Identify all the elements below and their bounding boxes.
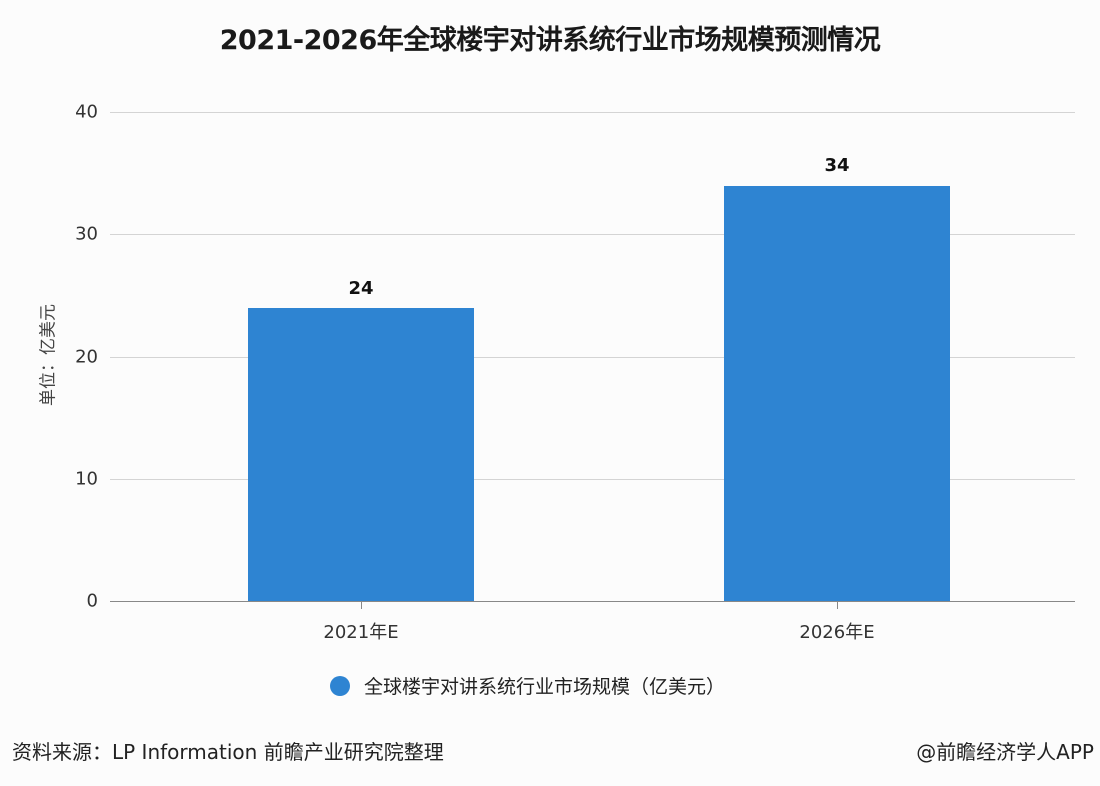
x-label-2021: 2021年E [323,622,399,643]
y-tick-30: 30 [75,223,98,245]
chart-title: 2021-2026年全球楼宇对讲系统行业市场规模预测情况 [219,25,881,56]
gridline-40 [110,112,1075,113]
source-note: 资料来源：LP Information 前瞻产业研究院整理 [12,740,444,764]
legend-marker-icon [330,675,350,696]
y-tick-10: 10 [75,468,98,490]
bar-label-2021: 24 [348,278,374,299]
plot-area: 40 30 20 10 0 24 34 2021年E 2026年E [75,102,1075,643]
x-axis-line [110,601,1075,602]
gridline-30 [110,234,1075,235]
y-tick-20: 20 [75,346,98,368]
x-tick-mark-2021 [361,601,362,609]
gridline-10 [110,479,1075,480]
y-tick-40: 40 [75,101,98,123]
bar-label-2026: 34 [824,155,850,176]
y-tick-0: 0 [86,590,98,612]
x-tick-mark-2026 [837,601,838,609]
legend-label: 全球楼宇对讲系统行业市场规模（亿美元） [364,676,726,698]
x-label-2026: 2026年E [799,622,875,643]
bar-2021 [248,308,474,601]
credit-note: @前瞻经济学人APP [916,740,1094,764]
legend: 全球楼宇对讲系统行业市场规模（亿美元） [330,672,725,699]
bar-2026 [724,186,950,601]
gridline-20 [110,357,1075,358]
